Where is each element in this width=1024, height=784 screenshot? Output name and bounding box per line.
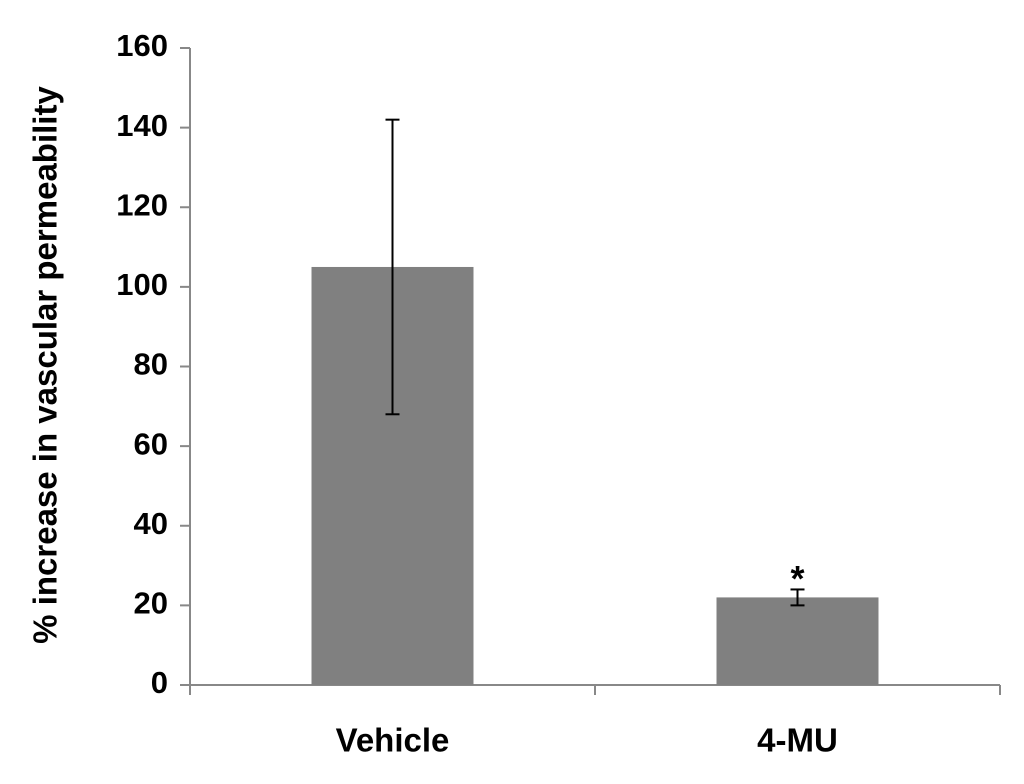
y-tick-label: 40 [134,506,168,541]
y-tick-label: 100 [116,267,168,302]
y-tick-label: 0 [151,665,168,700]
significance-marker: * [790,558,804,599]
y-tick-label: 160 [116,28,168,63]
x-tick-label: 4-MU [757,722,838,759]
y-axis-label: % increase in vascular permeability [27,86,64,644]
y-tick-label: 60 [134,426,168,461]
y-tick-label: 20 [134,586,168,621]
x-tick-label: Vehicle [336,722,450,759]
y-tick-label: 120 [116,187,168,222]
y-tick-label: 140 [116,108,168,143]
bar [716,597,879,685]
y-tick-label: 80 [134,347,168,382]
